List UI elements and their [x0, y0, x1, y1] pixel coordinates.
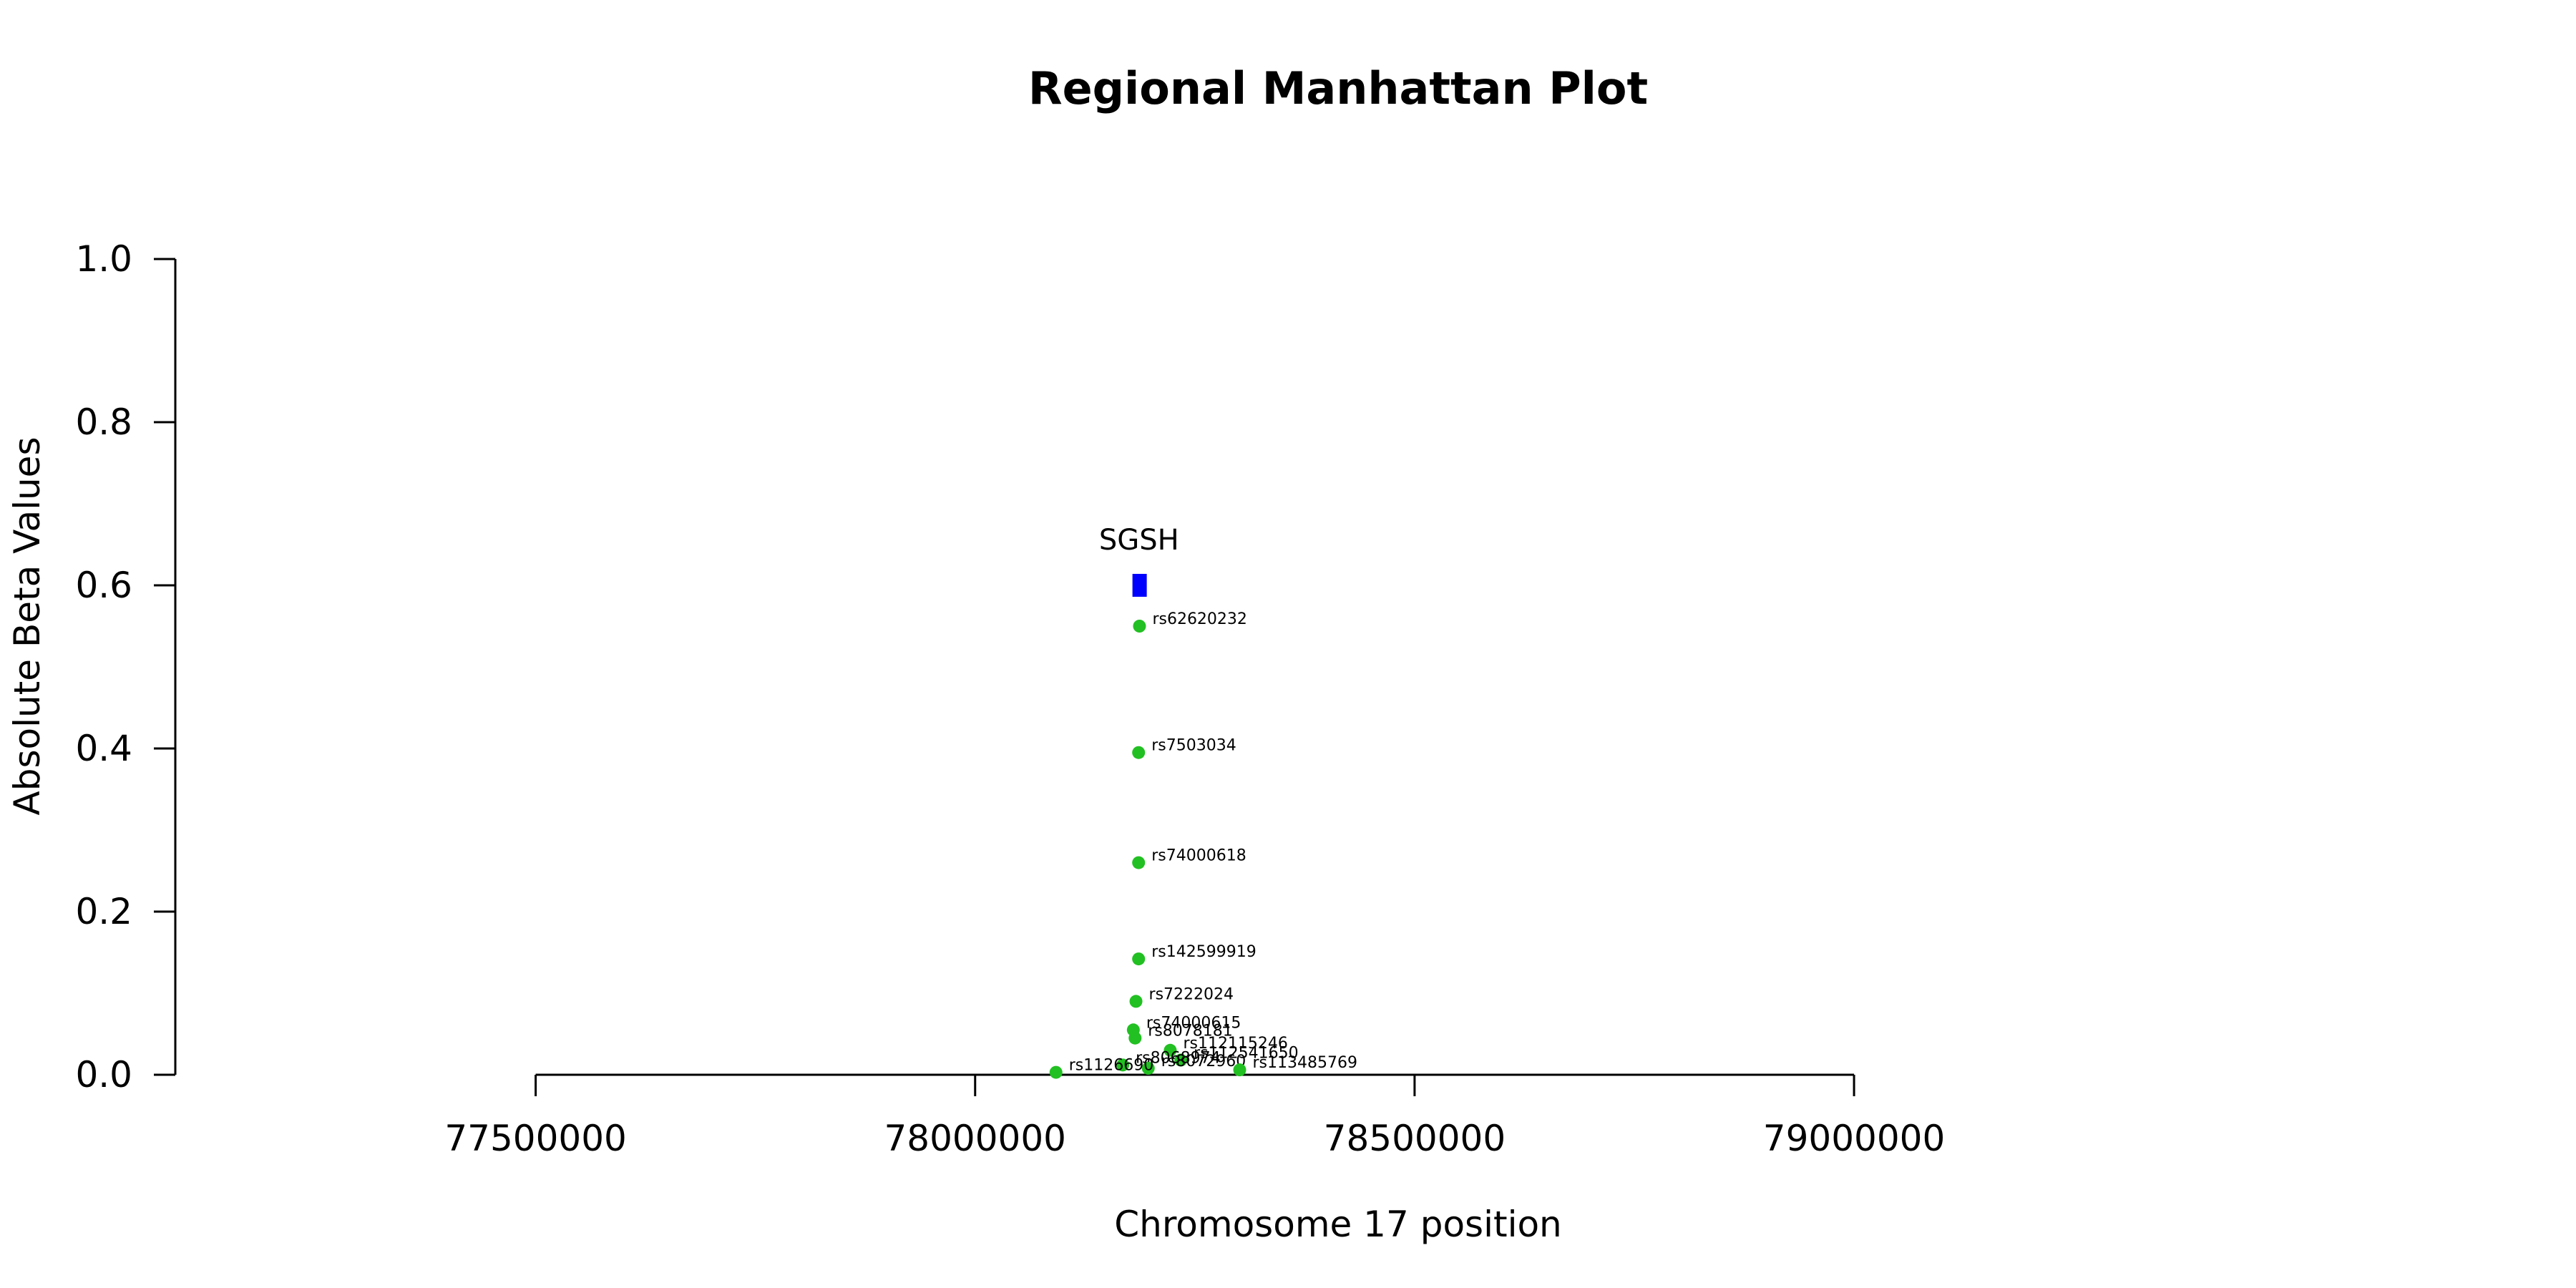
snp-point — [1133, 620, 1146, 633]
snp-point — [1174, 1053, 1188, 1067]
snp-label: rs113485769 — [1252, 1054, 1357, 1072]
snp-label: rs62620232 — [1152, 610, 1246, 628]
points-layer: rs62620232 rs7503034 rs74000618 rs142599919… — [1049, 610, 1357, 1079]
chart-title: Regional Manhattan Plot — [1028, 62, 1648, 114]
snp-point — [1116, 1058, 1130, 1072]
snp-point — [1132, 952, 1146, 966]
snp-label: rs74000618 — [1151, 847, 1246, 865]
y-tick-label: 0.0 — [75, 1054, 132, 1096]
x-tick-label: 78000000 — [884, 1118, 1067, 1159]
x-tick-label: 78500000 — [1324, 1118, 1506, 1159]
x-axis-label: Chromosome 17 position — [1114, 1204, 1562, 1245]
snp-label: rs8078181 — [1148, 1023, 1233, 1040]
snp-label: rs7503034 — [1151, 737, 1236, 755]
snp-point — [1128, 1031, 1142, 1045]
axes: 0.0 0.2 0.4 0.6 0.8 1.0 77500000 78000000 785000… — [75, 238, 1945, 1159]
y-tick-label: 1.0 — [75, 238, 132, 280]
snp-label: rs112541650 — [1194, 1044, 1298, 1062]
y-tick-label: 0.6 — [75, 565, 132, 606]
y-tick-label: 0.8 — [75, 401, 132, 443]
snp-label: rs142599919 — [1151, 943, 1256, 961]
snp-label: rs7222024 — [1149, 985, 1234, 1003]
snp-point — [1132, 746, 1146, 759]
y-axis-label: Absolute Beta Values — [6, 437, 48, 816]
snp-label: rs1126690 — [1069, 1057, 1154, 1075]
snp-point — [1129, 995, 1143, 1008]
snp-point — [1141, 1061, 1155, 1075]
snp-label: rs8072960 — [1161, 1053, 1246, 1070]
gene-box — [1132, 574, 1147, 597]
y-tick-label: 0.2 — [75, 891, 132, 932]
snp-point — [1163, 1043, 1177, 1057]
x-tick-label: 79000000 — [1763, 1118, 1946, 1159]
x-tick-label: 77500000 — [444, 1118, 627, 1159]
y-tick-label: 0.4 — [75, 728, 132, 769]
snp-point — [1132, 856, 1146, 869]
snp-label: rs112115246 — [1183, 1035, 1287, 1053]
snp-point — [1049, 1065, 1063, 1079]
gene-label: SGSH — [1099, 524, 1179, 557]
snp-label: rs74000615 — [1146, 1014, 1241, 1032]
gene-layer: SGSH — [1099, 524, 1179, 597]
snp-point — [1233, 1063, 1246, 1077]
